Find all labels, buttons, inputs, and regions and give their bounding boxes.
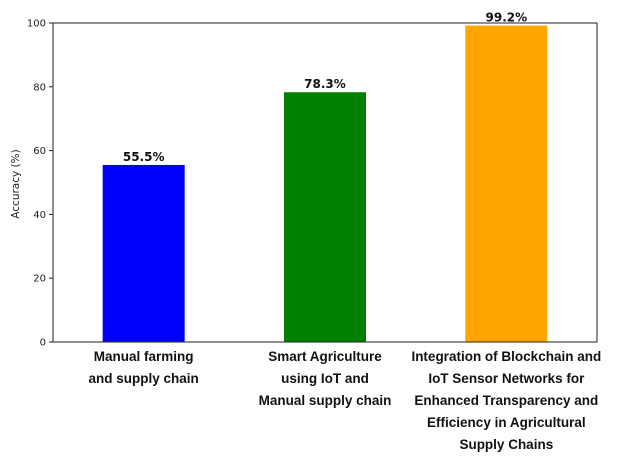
y-tick-label: 100 (27, 19, 46, 30)
bar-value-label: 55.5% (123, 150, 165, 164)
bar-value-label: 99.2% (486, 11, 528, 25)
x-tick-label-blockchain-iot: Integration of Blockchain and IoT Sensor… (411, 349, 602, 452)
plot-frame (52, 22, 598, 343)
x-tick-label-smart-agriculture: Smart Agriculture using IoT and Manual s… (258, 349, 392, 408)
bar-2 (284, 92, 366, 343)
bar-value-label: 78.3% (304, 77, 346, 91)
y-tick-label: 40 (33, 210, 46, 221)
y-axis-label: Accuracy (%) (10, 149, 22, 218)
x-tick-label-manual-farming: Manual farming and supply chain (88, 349, 199, 386)
y-tick-label: 80 (33, 82, 46, 93)
y-tick-label: 20 (33, 274, 46, 285)
y-tick-label: 60 (33, 146, 46, 157)
bar-1 (102, 164, 185, 342)
bar-3 (465, 25, 548, 342)
y-tick-label: 0 (40, 338, 46, 349)
